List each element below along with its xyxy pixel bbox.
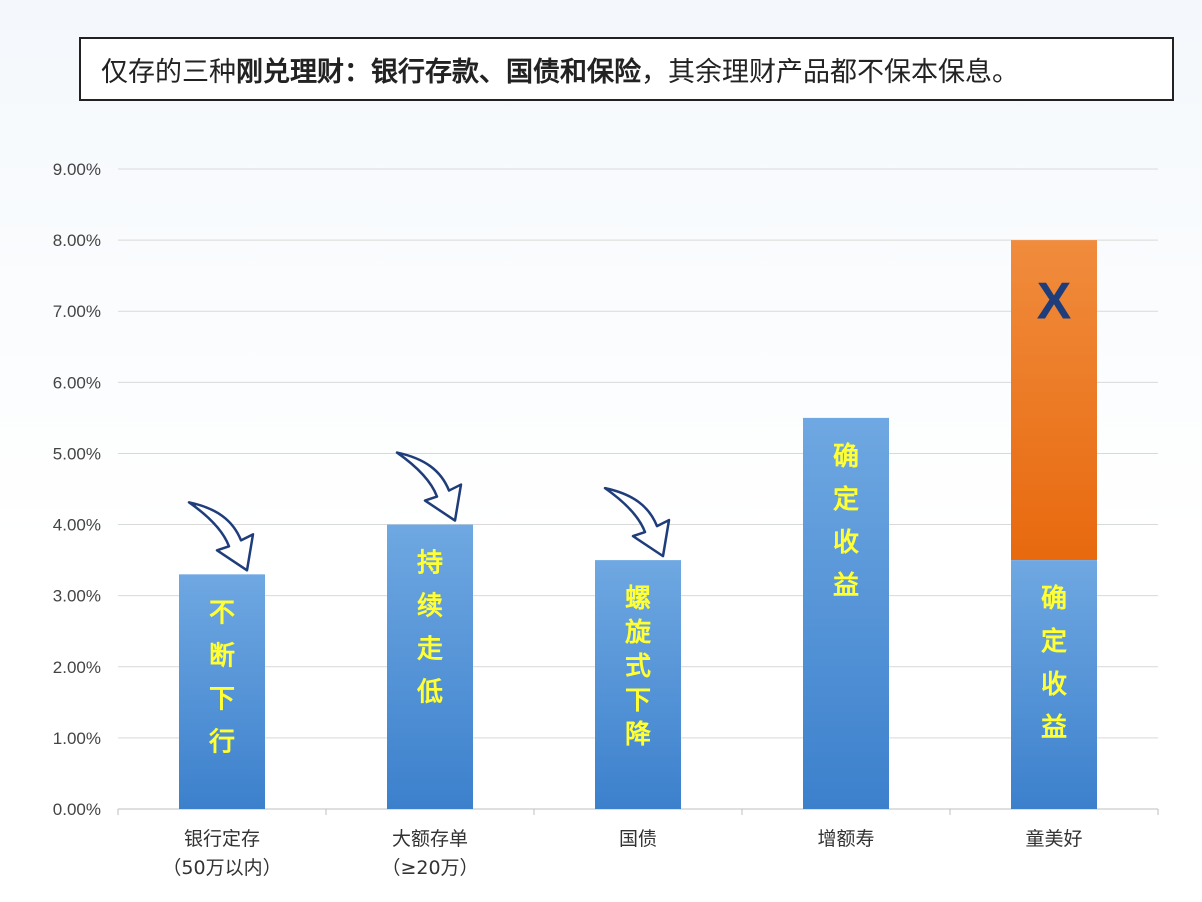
y-tick-label: 8.00% — [53, 231, 101, 250]
bar — [595, 560, 681, 809]
down-arrow-icon — [187, 501, 255, 572]
header-text-normal: 仅存的三种 — [101, 56, 236, 88]
down-arrow-icon — [395, 451, 463, 522]
x-tick-label: 大额存单 — [392, 828, 468, 850]
bar-top-segment — [1011, 240, 1097, 561]
bar-label: 螺旋式下降 — [625, 584, 652, 750]
x-tick-label: 银行定存 — [184, 828, 260, 850]
y-tick-label: 7.00% — [53, 302, 101, 321]
y-axis: 0.00% 1.00% 2.00% 3.00% 4.00% 5.00% 6.00% 7.00%… — [53, 160, 101, 819]
y-tick-label: 1.00% — [53, 729, 101, 748]
header-text-bold: 刚兑理财：银行存款、国债和保险 — [236, 56, 641, 88]
bars: 不断下行 持续走低 螺旋式下降 确定收益 X 确定收益 — [179, 240, 1097, 809]
y-tick-label: 5.00% — [53, 444, 101, 463]
y-tick-label: 9.00% — [53, 160, 101, 179]
y-tick-label: 0.00% — [53, 800, 101, 819]
y-tick-label: 6.00% — [53, 373, 101, 392]
x-tick-label: （≥20万） — [381, 857, 478, 879]
header-box: 仅存的三种 刚兑理财：银行存款、国债和保险 ，其余理财产品都不保本保息。 — [79, 37, 1174, 101]
bar-top-label: X — [1037, 273, 1072, 331]
bar-label: 不断下行 — [208, 598, 235, 757]
bar — [803, 417, 889, 809]
x-tick-label: 童美好 — [1025, 828, 1082, 850]
y-tick-label: 3.00% — [53, 587, 101, 606]
x-axis: 银行定存 （50万以内） 大额存单 （≥20万） 国债 增额寿 童美好 — [117, 809, 1159, 879]
y-tick-label: 2.00% — [53, 658, 101, 677]
bar — [179, 574, 265, 809]
down-arrow-icon — [603, 486, 671, 558]
header-text-tail: ，其余理财产品都不保本保息。 — [641, 56, 1019, 88]
y-tick-label: 4.00% — [53, 516, 101, 535]
bar — [387, 524, 473, 809]
x-tick-label: （50万以内） — [162, 857, 281, 879]
bar-label: 持续走低 — [416, 549, 443, 708]
x-tick-label: 国债 — [619, 828, 657, 850]
x-tick-label: 增额寿 — [817, 828, 874, 850]
bar — [1011, 560, 1097, 809]
bar-label: 确定收益 — [833, 441, 859, 601]
bar-label: 确定收益 — [1041, 583, 1067, 743]
